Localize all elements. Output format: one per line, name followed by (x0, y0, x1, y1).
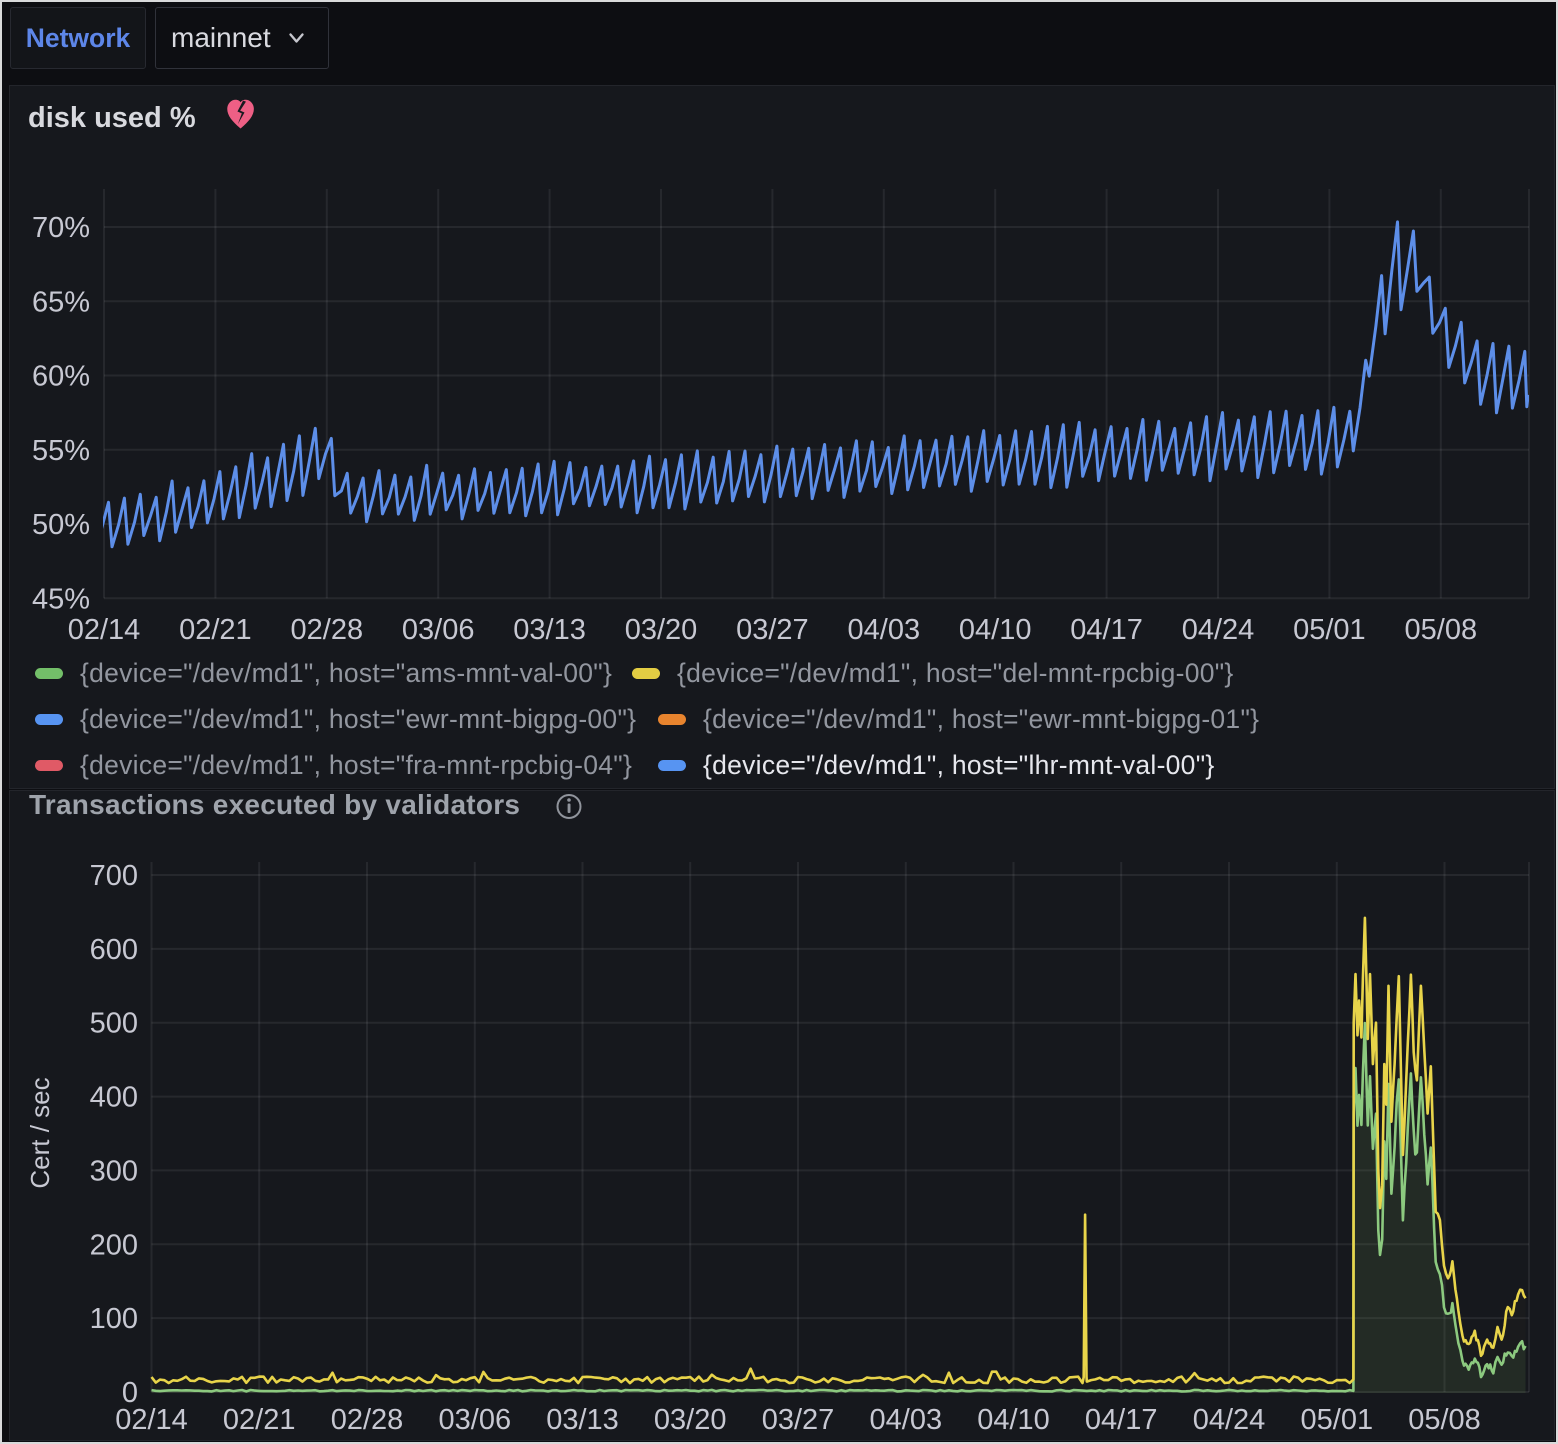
svg-text:02/28: 02/28 (331, 1404, 404, 1436)
svg-text:02/14: 02/14 (115, 1404, 188, 1436)
svg-text:50%: 50% (32, 509, 90, 541)
svg-text:200: 200 (90, 1229, 138, 1261)
svg-text:04/03: 04/03 (848, 614, 921, 646)
svg-text:65%: 65% (32, 286, 90, 318)
svg-text:02/21: 02/21 (179, 614, 252, 646)
svg-text:45%: 45% (32, 583, 90, 615)
svg-text:100: 100 (90, 1303, 138, 1335)
svg-text:03/06: 03/06 (439, 1404, 512, 1436)
svg-text:04/10: 04/10 (977, 1404, 1050, 1436)
svg-text:60%: 60% (32, 361, 90, 393)
svg-text:03/06: 03/06 (402, 614, 475, 646)
svg-text:55%: 55% (32, 435, 90, 467)
svg-text:400: 400 (90, 1082, 138, 1114)
svg-text:70%: 70% (32, 212, 90, 244)
svg-text:03/20: 03/20 (625, 614, 698, 646)
svg-text:04/17: 04/17 (1070, 614, 1143, 646)
svg-text:05/08: 05/08 (1408, 1404, 1481, 1436)
svg-text:0: 0 (122, 1377, 138, 1409)
svg-text:300: 300 (90, 1155, 138, 1187)
svg-text:700: 700 (90, 860, 138, 892)
svg-text:02/14: 02/14 (68, 614, 141, 646)
svg-text:500: 500 (90, 1008, 138, 1040)
svg-text:04/03: 04/03 (870, 1404, 943, 1436)
svg-text:05/08: 05/08 (1405, 614, 1478, 646)
svg-text:03/20: 03/20 (654, 1404, 727, 1436)
svg-text:03/13: 03/13 (513, 614, 586, 646)
svg-text:03/13: 03/13 (546, 1404, 619, 1436)
svg-text:05/01: 05/01 (1301, 1404, 1374, 1436)
svg-text:04/24: 04/24 (1182, 614, 1255, 646)
svg-text:03/27: 03/27 (736, 614, 809, 646)
svg-text:04/24: 04/24 (1193, 1404, 1266, 1436)
svg-text:04/10: 04/10 (959, 614, 1032, 646)
svg-text:05/01: 05/01 (1293, 614, 1366, 646)
svg-text:04/17: 04/17 (1085, 1404, 1158, 1436)
svg-text:Cert / sec: Cert / sec (25, 1077, 55, 1188)
svg-text:600: 600 (90, 934, 138, 966)
svg-text:03/27: 03/27 (762, 1404, 835, 1436)
svg-text:02/28: 02/28 (291, 614, 364, 646)
svg-text:02/21: 02/21 (223, 1404, 296, 1436)
